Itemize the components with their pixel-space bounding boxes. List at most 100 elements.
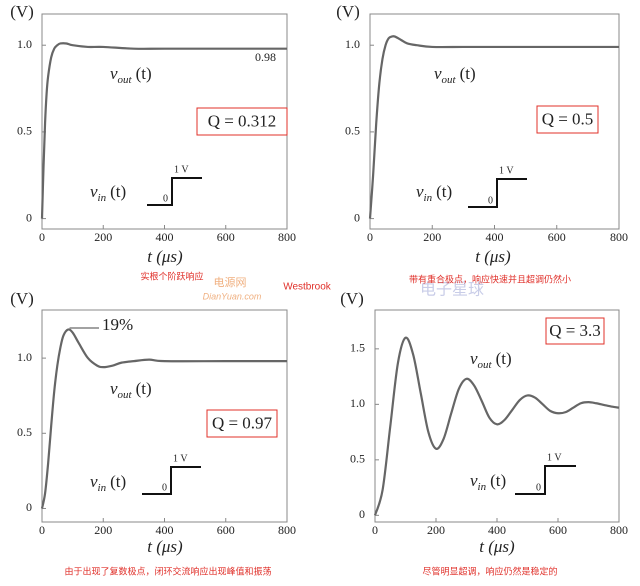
x-tick-label: 400	[488, 523, 506, 537]
output-label: vout (t)	[434, 64, 476, 86]
x-tick-label: 800	[610, 230, 628, 244]
argument: (t)	[110, 182, 126, 201]
subscript: in	[478, 481, 487, 493]
response-curve	[40, 328, 287, 509]
x-tick-label: 0	[39, 523, 45, 537]
y-tick-label: 1.0	[350, 396, 365, 410]
plot-frame	[374, 309, 620, 523]
step-high-label: 1 V	[173, 453, 188, 464]
input-label: vin (t)	[90, 472, 126, 494]
y-tick-label: 0	[26, 500, 32, 514]
symbol: v	[110, 379, 118, 398]
subscript: out	[442, 74, 457, 86]
y-tick-label: 0.5	[350, 452, 365, 466]
x-axis-label: t (μs)	[147, 537, 183, 556]
x-tick-label: 400	[156, 523, 174, 537]
step-low-label: 0	[162, 482, 167, 493]
symbol: v	[434, 64, 442, 83]
q-label: Q = 0.97	[212, 413, 273, 432]
response-curve	[40, 42, 287, 219]
caption: 由于出现了复数极点，闭环交流响应出现峰值和振荡	[64, 566, 271, 578]
y-tick-label: 0	[359, 507, 365, 521]
caption: 尽管明显超调，响应仍然是稳定的	[422, 566, 557, 578]
symbol: v	[470, 471, 478, 490]
x-tick-label: 200	[427, 523, 445, 537]
output-label: vout (t)	[470, 349, 512, 371]
input-label: vin (t)	[416, 182, 452, 204]
subscript: out	[118, 389, 133, 401]
argument: (t)	[496, 349, 512, 368]
watermark: 电源网	[214, 275, 247, 289]
x-axis-label: t (μs)	[147, 247, 183, 266]
annotation: 0.98	[255, 50, 276, 64]
q-box	[536, 105, 599, 134]
x-tick-label: 600	[217, 230, 235, 244]
argument: (t)	[136, 64, 152, 83]
x-tick-label: 0	[372, 523, 378, 537]
argument: (t)	[490, 471, 506, 490]
y-tick-label: 0.5	[17, 124, 32, 138]
x-tick-label: 600	[549, 523, 567, 537]
step-high-label: 1 V	[174, 164, 189, 175]
argument: (t)	[460, 64, 476, 83]
y-axis-label: (V)	[340, 289, 364, 308]
x-axis-label: t (μs)	[479, 537, 515, 556]
watermark: DianYuan.com	[203, 291, 262, 301]
y-tick-label: 0.5	[345, 124, 360, 138]
step-symbol	[142, 466, 201, 495]
y-tick-label: 1.0	[17, 350, 32, 364]
step-symbol	[515, 465, 576, 495]
symbol: v	[470, 349, 478, 368]
subscript: out	[118, 74, 133, 86]
symbol: v	[90, 472, 98, 491]
x-tick-label: 0	[367, 230, 373, 244]
x-tick-label: 0	[39, 230, 45, 244]
output-label: vout (t)	[110, 64, 152, 86]
symbol: v	[416, 182, 424, 201]
x-tick-label: 600	[217, 523, 235, 537]
y-axis-label: (V)	[10, 289, 34, 308]
watermark: Westbrook	[283, 282, 332, 293]
output-label: vout (t)	[110, 379, 152, 401]
x-tick-label: 800	[610, 523, 628, 537]
watermark: 电子星球	[420, 280, 484, 299]
x-tick-label: 400	[486, 230, 504, 244]
x-tick-label: 200	[94, 230, 112, 244]
input-label: vin (t)	[470, 471, 506, 493]
q-label: Q = 0.312	[208, 111, 277, 130]
q-label: Q = 0.5	[542, 109, 594, 128]
x-tick-label: 800	[278, 523, 296, 537]
x-tick-label: 600	[548, 230, 566, 244]
y-tick-label: 1.5	[350, 341, 365, 355]
step-high-label: 1 V	[499, 165, 514, 176]
step-symbol	[468, 178, 527, 208]
q-box	[206, 409, 278, 438]
argument: (t)	[136, 379, 152, 398]
step-symbol	[147, 177, 202, 206]
y-axis-label: (V)	[10, 2, 34, 21]
subscript: in	[424, 192, 433, 204]
argument: (t)	[110, 472, 126, 491]
step-high-label: 1 V	[547, 452, 562, 463]
response-curve	[373, 336, 620, 516]
y-tick-label: 1.0	[17, 37, 32, 51]
q-label: Q = 3.3	[549, 321, 601, 340]
x-axis-label: t (μs)	[475, 247, 511, 266]
symbol: v	[110, 64, 118, 83]
y-tick-label: 1.0	[345, 37, 360, 51]
x-tick-label: 200	[423, 230, 441, 244]
argument: (t)	[436, 182, 452, 201]
x-tick-label: 800	[278, 230, 296, 244]
y-tick-label: 0	[26, 210, 32, 224]
caption: 带有重合极点，响应快速并且超调仍然小	[409, 274, 571, 286]
response-curve	[368, 35, 619, 219]
q-box	[196, 107, 288, 136]
subscript: in	[98, 482, 107, 494]
y-tick-label: 0.5	[17, 425, 32, 439]
y-tick-label: 0	[354, 210, 360, 224]
annotation: 19%	[102, 315, 133, 334]
caption: 实根个阶跃响应	[140, 271, 203, 283]
x-tick-label: 200	[94, 523, 112, 537]
input-label: vin (t)	[90, 182, 126, 204]
